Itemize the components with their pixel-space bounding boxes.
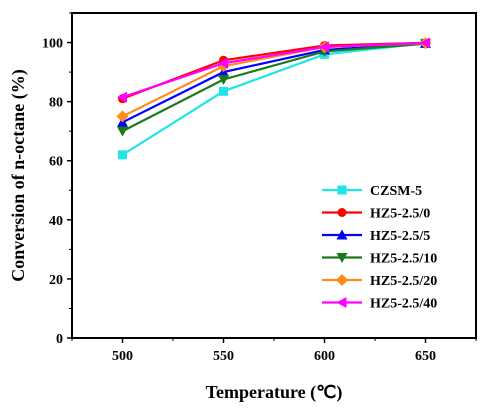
y-tick-label: 40 [49, 214, 63, 229]
legend-label: HZ5-2.5/40 [370, 297, 437, 312]
legend-label: HZ5-2.5/20 [370, 274, 437, 289]
data-point [420, 37, 430, 49]
data-point [336, 274, 348, 286]
legend-label: CZSM-5 [370, 184, 422, 199]
data-point [336, 297, 347, 308]
y-tick-label: 60 [49, 155, 63, 170]
legend-item: HZ5-2.5/40 [322, 297, 437, 312]
legend-label: HZ5-2.5/5 [370, 229, 430, 244]
legend-item: HZ5-2.5/20 [322, 274, 437, 289]
x-axis-title: Temperature (℃) [206, 382, 343, 403]
series [117, 37, 430, 103]
x-tick-label: 500 [112, 349, 133, 364]
y-tick-label: 100 [42, 37, 63, 52]
data-point [116, 110, 129, 123]
legend-item: HZ5-2.5/5 [322, 229, 430, 244]
data-point [337, 185, 347, 195]
legend-item: HZ5-2.5/0 [322, 207, 430, 222]
data-point [218, 74, 229, 85]
data-point [118, 150, 127, 160]
series-line [121, 42, 426, 133]
legend-item: HZ5-2.5/10 [322, 252, 437, 267]
data-point [219, 86, 228, 96]
data-point [117, 91, 127, 103]
series-layer [116, 37, 432, 160]
x-tick-label: 550 [213, 349, 234, 364]
series-line [121, 42, 426, 156]
x-tick-label: 650 [415, 349, 436, 364]
legend-label: HZ5-2.5/10 [370, 252, 437, 267]
data-point [319, 41, 329, 53]
series-line [122, 41, 426, 99]
y-axis-title: Conversion of n-octane (%) [8, 69, 29, 281]
data-point [336, 229, 348, 240]
y-tick-label: 0 [56, 332, 63, 347]
y-tick-label: 20 [49, 273, 63, 288]
x-tick-label: 600 [314, 349, 335, 364]
data-point [336, 253, 348, 263]
data-point [218, 57, 228, 69]
series-line [122, 41, 426, 100]
y-axis-ticks: 0 20 40 60 80 100 [42, 12, 72, 347]
data-point [337, 208, 347, 217]
x-axis-ticks: 500 550 600 650 [71, 338, 477, 364]
legend-label: HZ5-2.5/0 [370, 207, 430, 222]
y-tick-label: 80 [49, 96, 63, 111]
legend: CZSM-5 HZ5-2.5/0 HZ5-2.5/5 HZ5-2.5/10 HZ5-2.… [322, 184, 437, 312]
data-point [117, 126, 128, 137]
legend-item: CZSM-5 [322, 184, 422, 199]
